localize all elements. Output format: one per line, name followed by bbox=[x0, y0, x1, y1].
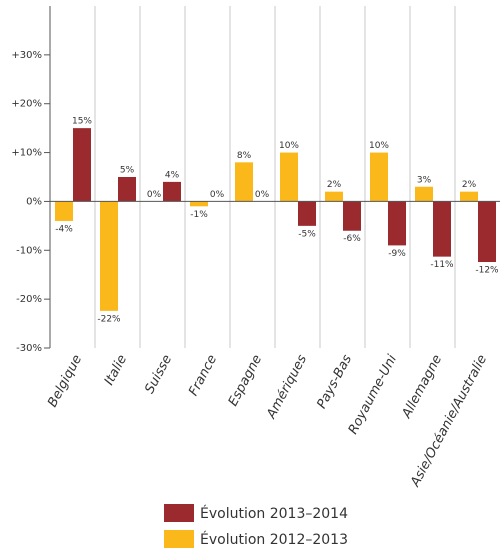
value-label: 10% bbox=[369, 141, 389, 151]
value-label: -12% bbox=[475, 266, 499, 276]
value-label: -22% bbox=[97, 314, 121, 324]
value-label: 2% bbox=[462, 180, 477, 190]
x-tick-label: Royaume-Uni bbox=[346, 352, 401, 437]
x-tick-label: Pays-Bas bbox=[314, 352, 355, 411]
y-tick-label: -20% bbox=[16, 294, 42, 305]
bar bbox=[460, 191, 478, 202]
value-label: 8% bbox=[237, 151, 252, 161]
bar bbox=[478, 201, 496, 263]
value-label: -1% bbox=[190, 210, 208, 220]
bar bbox=[325, 191, 343, 202]
value-label: 0% bbox=[147, 190, 162, 200]
x-tick-label: Allemagne bbox=[399, 352, 445, 421]
value-label: -4% bbox=[55, 224, 73, 234]
y-tick-label: -10% bbox=[16, 245, 42, 256]
bar bbox=[298, 201, 316, 226]
x-tick-label: France bbox=[186, 352, 220, 398]
y-tick-label: 0% bbox=[26, 196, 42, 207]
legend-swatch bbox=[164, 530, 194, 548]
x-tick-label: Italie bbox=[102, 352, 130, 387]
bar bbox=[163, 181, 181, 202]
bar bbox=[73, 128, 91, 202]
bar bbox=[235, 162, 253, 202]
legend-swatch bbox=[164, 504, 194, 522]
legend-label: Évolution 2013–2014 bbox=[200, 505, 348, 522]
value-label: 2% bbox=[327, 180, 342, 190]
y-tick-label: -30% bbox=[16, 343, 42, 354]
legend-label: Évolution 2012–2013 bbox=[200, 531, 348, 548]
value-label: 4% bbox=[165, 170, 180, 180]
bar bbox=[55, 201, 73, 221]
value-label: -6% bbox=[343, 234, 361, 244]
y-tick-label: +30% bbox=[11, 50, 42, 61]
bar bbox=[118, 177, 136, 202]
value-label: -5% bbox=[298, 229, 316, 239]
bar bbox=[190, 201, 208, 207]
value-label: -9% bbox=[388, 249, 406, 259]
value-label: 10% bbox=[279, 141, 299, 151]
x-tick-label: Espagne bbox=[226, 352, 265, 408]
bar bbox=[433, 201, 451, 257]
value-label: 0% bbox=[210, 190, 225, 200]
value-label: 0% bbox=[255, 190, 270, 200]
y-tick-label: +10% bbox=[11, 148, 42, 159]
value-label: 5% bbox=[120, 166, 135, 176]
value-label: 3% bbox=[417, 175, 432, 185]
bar bbox=[100, 201, 118, 311]
bar bbox=[280, 152, 298, 202]
value-label: -11% bbox=[430, 260, 454, 270]
bar bbox=[388, 201, 406, 246]
y-tick-label: +20% bbox=[11, 99, 42, 110]
bar bbox=[343, 201, 361, 231]
x-tick-label: Amériques bbox=[264, 352, 311, 422]
value-label: 15% bbox=[72, 117, 92, 127]
bar bbox=[415, 186, 433, 202]
bar bbox=[370, 152, 388, 202]
x-tick-label: Suisse bbox=[142, 352, 175, 396]
x-tick-label: Belgique bbox=[45, 352, 85, 409]
